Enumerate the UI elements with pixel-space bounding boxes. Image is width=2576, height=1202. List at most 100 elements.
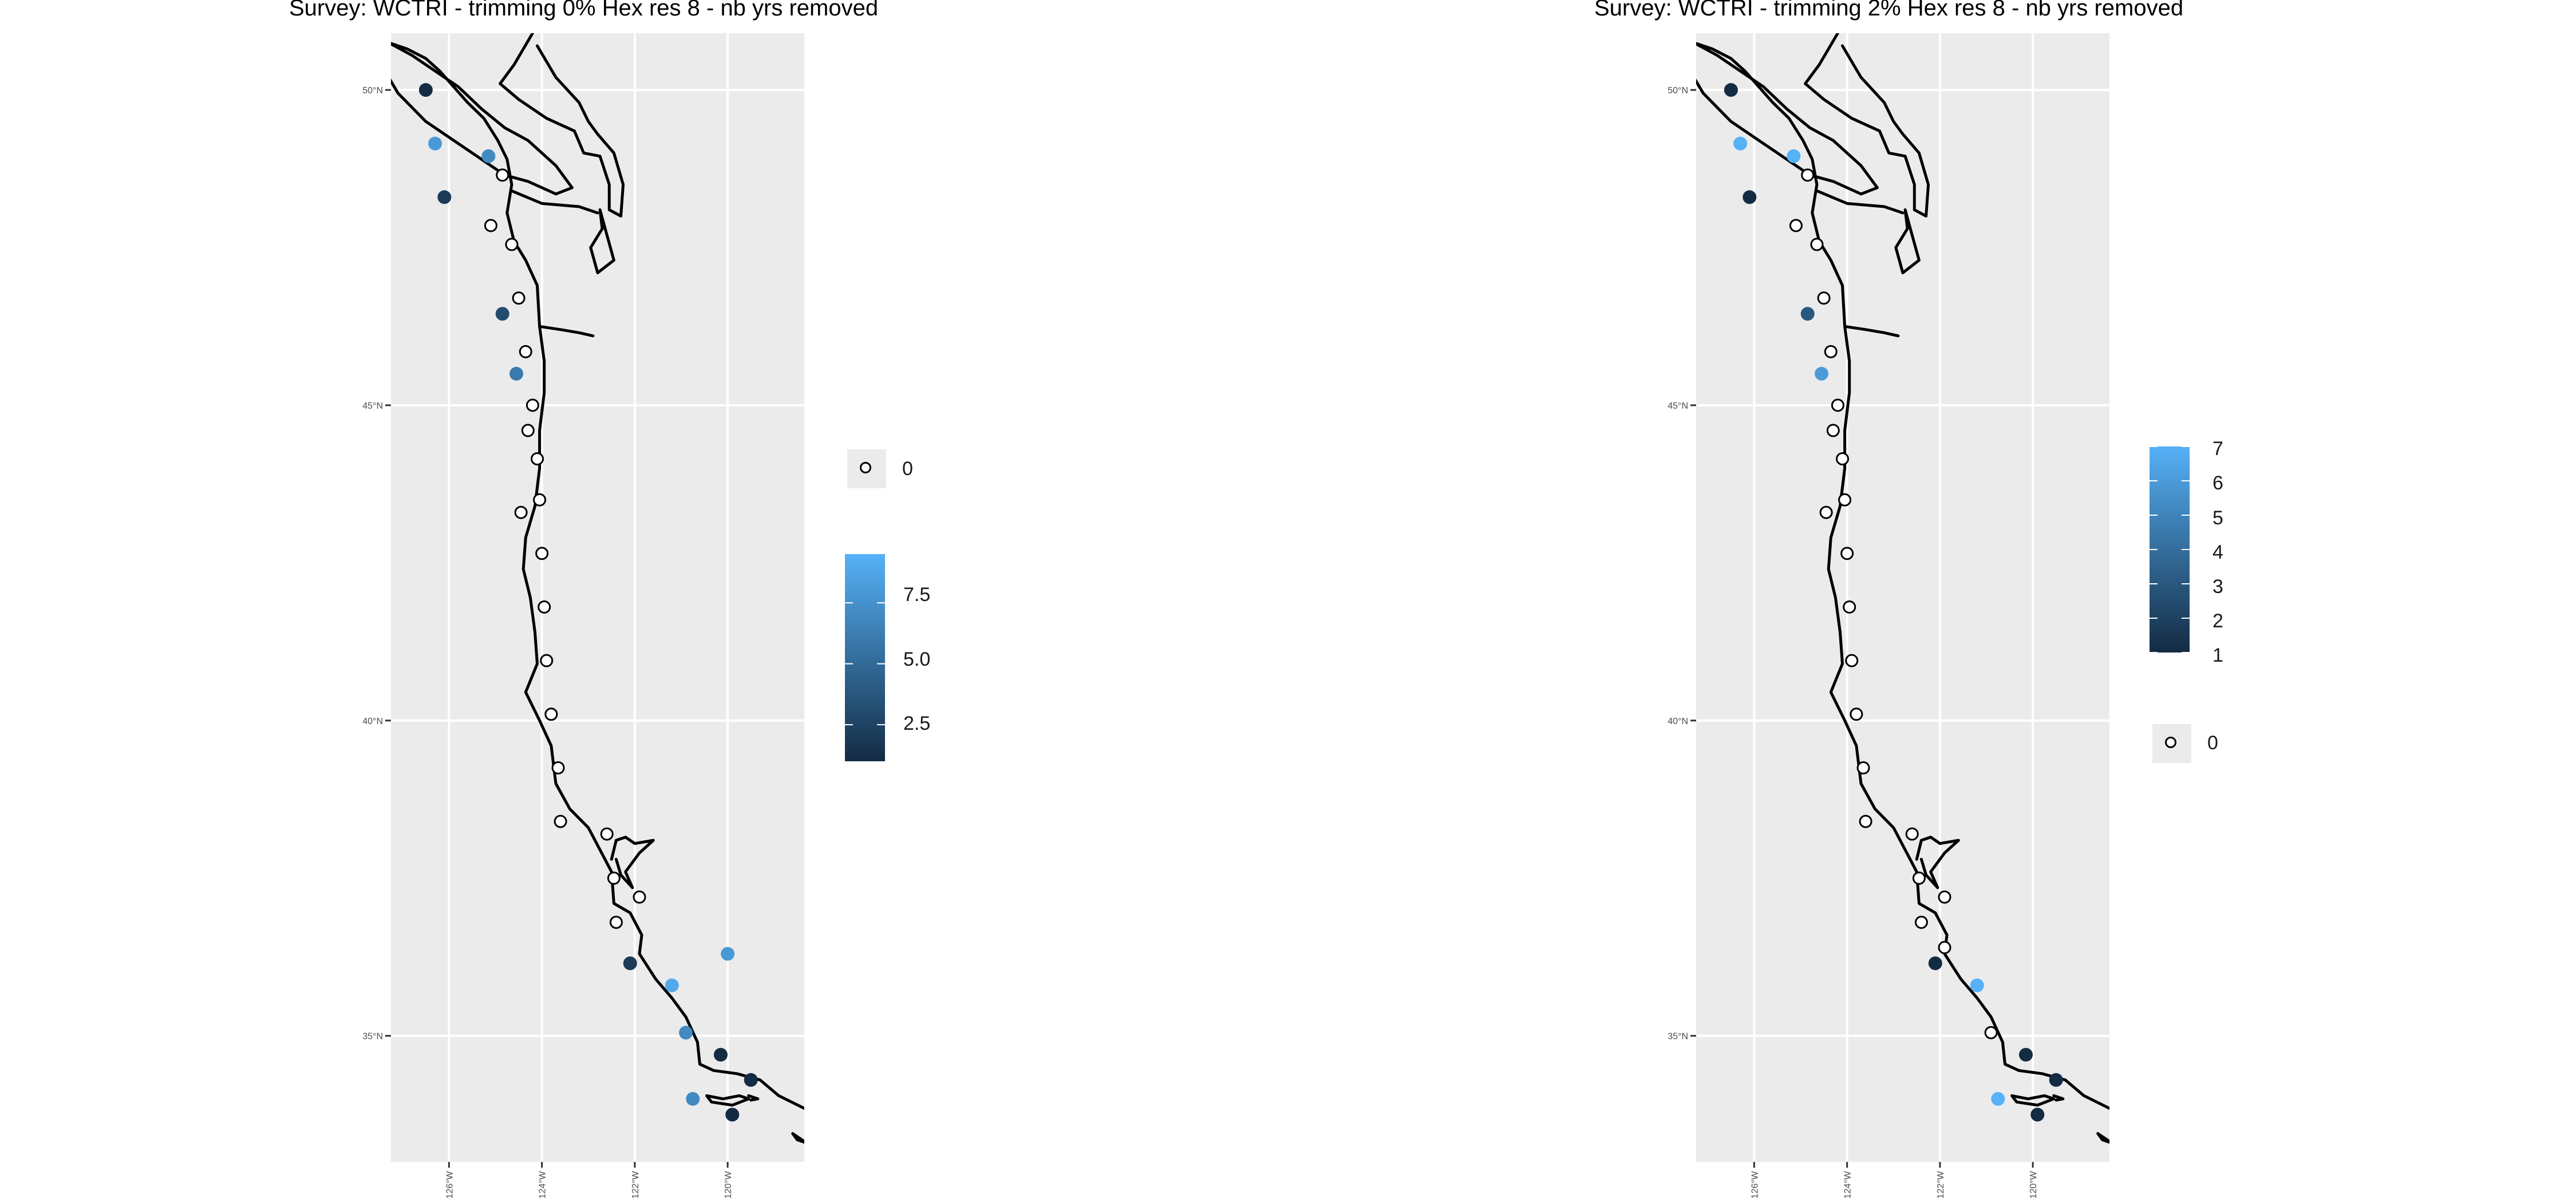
data-point-zero bbox=[505, 238, 519, 251]
data-point-zero bbox=[1817, 291, 1831, 305]
lat-tick-label: 35°N bbox=[362, 1032, 383, 1042]
data-point-zero bbox=[554, 814, 567, 828]
left-panel-title: Survey: WCTRI - trimming 0% Hex res 8 - … bbox=[289, 0, 879, 21]
zero-legend-label: 0 bbox=[902, 458, 913, 480]
data-point-zero bbox=[1914, 915, 1928, 929]
data-point-zero bbox=[1938, 940, 1951, 954]
lat-tick-label: 45°N bbox=[1668, 401, 1688, 411]
data-point-zero bbox=[1826, 424, 1840, 437]
coastline-columbia-river bbox=[538, 325, 595, 338]
lat-tick-label: 45°N bbox=[362, 401, 383, 411]
coastline-vancouver-island bbox=[1696, 42, 1879, 196]
colorbar-tick-label: 7.5 bbox=[903, 584, 931, 606]
colorbar bbox=[845, 554, 885, 761]
colorbar-tick-label: 5 bbox=[2212, 507, 2223, 529]
coastline-sf-bay bbox=[610, 836, 655, 889]
coastline-bc-mainland bbox=[1804, 33, 1930, 218]
data-point bbox=[665, 978, 679, 993]
map-background bbox=[391, 33, 804, 1162]
colorbar-tick-label: 2 bbox=[2212, 610, 2223, 632]
colorbar-tick-label: 3 bbox=[2212, 576, 2223, 598]
colorbar-tick-label: 4 bbox=[2212, 541, 2223, 563]
data-point bbox=[1815, 366, 1829, 381]
data-point bbox=[509, 366, 524, 381]
lon-tick-label: 122°W bbox=[631, 1171, 641, 1199]
coastline-puget-sound bbox=[1894, 208, 1921, 275]
data-point bbox=[679, 1026, 693, 1040]
coastline-island bbox=[791, 1132, 804, 1144]
colorbar-tick-label: 5.0 bbox=[903, 649, 931, 670]
data-point-zero bbox=[1843, 600, 1856, 614]
data-point bbox=[725, 1108, 740, 1122]
zero-legend-circle bbox=[2165, 737, 2176, 748]
data-point bbox=[744, 1073, 758, 1087]
map-background bbox=[1696, 33, 2109, 1162]
coastline-vancouver-island bbox=[391, 42, 574, 196]
data-point bbox=[1928, 956, 1942, 970]
data-point bbox=[2049, 1073, 2063, 1087]
data-point-zero bbox=[1850, 707, 1863, 721]
data-point bbox=[623, 956, 637, 970]
lon-tick-label: 122°W bbox=[1936, 1171, 1946, 1199]
colorbar-tick-label: 6 bbox=[2212, 472, 2223, 494]
data-point bbox=[1787, 149, 1801, 163]
data-point-zero bbox=[600, 827, 614, 841]
data-point-zero bbox=[1789, 219, 1803, 232]
data-point bbox=[686, 1092, 700, 1106]
data-point-zero bbox=[1810, 238, 1824, 251]
data-point bbox=[481, 149, 496, 163]
data-point bbox=[1733, 136, 1748, 151]
colorbar-tick-label: 7 bbox=[2212, 438, 2223, 460]
data-point-zero bbox=[512, 291, 526, 305]
colorbar-tick-label: 1 bbox=[2212, 645, 2223, 666]
data-point-zero bbox=[1938, 890, 1951, 904]
data-point-zero bbox=[1824, 345, 1838, 358]
survey-points bbox=[1724, 83, 2063, 1122]
data-point-zero bbox=[1819, 505, 1833, 519]
data-point-zero bbox=[1856, 761, 1870, 774]
data-point-zero bbox=[1836, 452, 1850, 466]
zero-legend-key bbox=[847, 449, 886, 488]
lat-tick-label: 40°N bbox=[362, 717, 383, 726]
data-point bbox=[418, 83, 433, 97]
data-point-zero bbox=[535, 547, 549, 560]
zero-legend-circle bbox=[860, 462, 871, 473]
data-point-zero bbox=[609, 915, 623, 929]
zero-legend-label: 0 bbox=[2207, 732, 2218, 754]
coastline-bc-mainland bbox=[499, 33, 625, 218]
coastline-island bbox=[2052, 1094, 2065, 1102]
data-point-zero bbox=[633, 890, 646, 904]
coastline-island bbox=[705, 1094, 750, 1107]
coastline-main bbox=[391, 42, 804, 1110]
coastline bbox=[1696, 33, 2109, 1144]
data-point-zero bbox=[1984, 1026, 1998, 1039]
data-point bbox=[1991, 1092, 2005, 1106]
data-point-zero bbox=[607, 871, 621, 885]
right-map-panel: 50°N 45°N 40°N 35°N 126°W 124°W 122°W 120°W bbox=[1668, 33, 2190, 1199]
lon-tick-label: 126°W bbox=[1750, 1171, 1760, 1199]
colorbar-tick-label: 2.5 bbox=[903, 713, 931, 734]
coastline-sf-bay bbox=[1915, 836, 1960, 889]
data-point-zero bbox=[1838, 493, 1852, 507]
right-panel-title: Survey: WCTRI - trimming 2% Hex res 8 - … bbox=[1594, 0, 2184, 21]
lat-tick-label: 40°N bbox=[1668, 717, 1688, 726]
data-point-zero bbox=[538, 600, 551, 614]
data-point-zero bbox=[519, 345, 532, 358]
data-point bbox=[1724, 83, 1738, 97]
data-point bbox=[1800, 307, 1815, 321]
data-point bbox=[495, 307, 509, 321]
zero-legend-key bbox=[2152, 724, 2191, 763]
data-point-zero bbox=[544, 707, 558, 721]
data-point-zero bbox=[1801, 168, 1815, 182]
lon-tick-label: 126°W bbox=[445, 1171, 455, 1199]
data-point-zero bbox=[540, 654, 554, 667]
data-point-zero bbox=[531, 452, 544, 466]
data-point bbox=[1970, 978, 1984, 993]
lat-tick-label: 50°N bbox=[1668, 86, 1688, 96]
data-point-zero bbox=[1831, 398, 1844, 412]
data-point-zero bbox=[551, 761, 565, 774]
coastline-columbia-river bbox=[1843, 325, 1900, 338]
data-point bbox=[2030, 1108, 2045, 1122]
data-point-zero bbox=[1845, 654, 1859, 667]
data-point bbox=[2018, 1047, 2033, 1062]
